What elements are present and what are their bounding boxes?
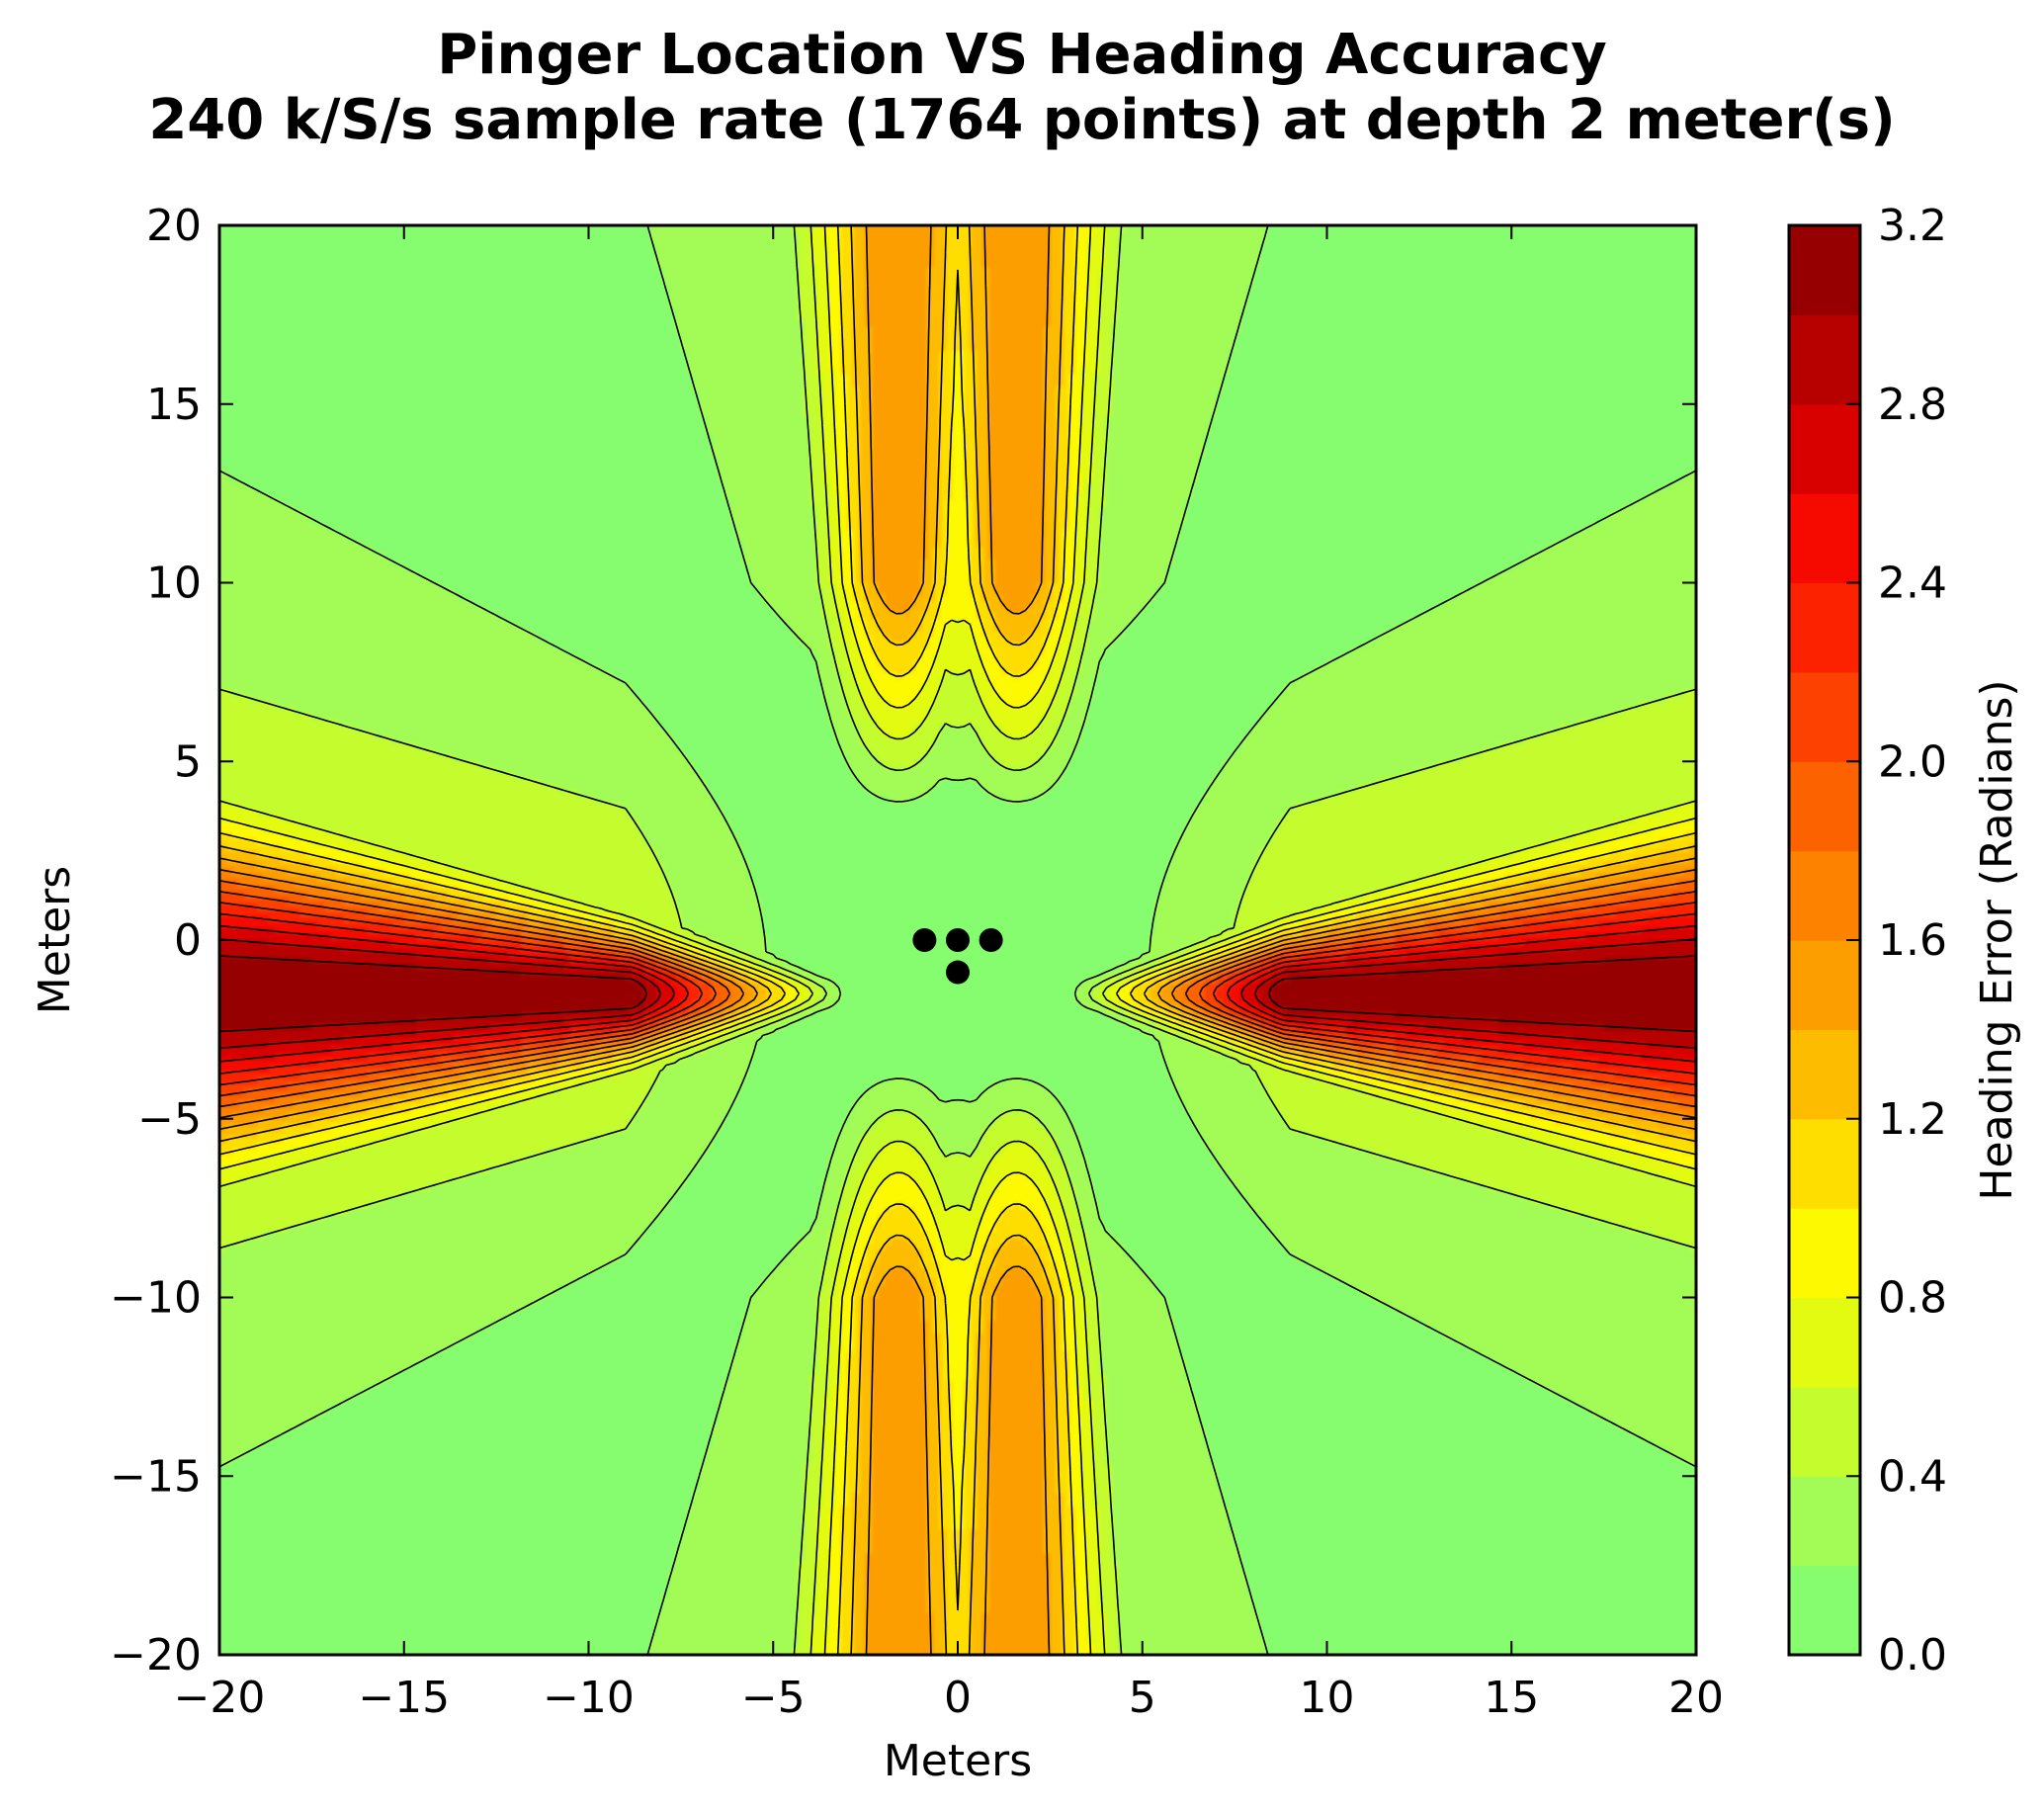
colorbar-band — [1789, 1208, 1860, 1299]
contour-line — [219, 225, 1696, 1655]
contour-line — [219, 225, 1696, 1655]
y-tick-label: −10 — [110, 1273, 202, 1324]
colorbar-tick-label: 0.0 — [1878, 1630, 1947, 1681]
colorbar-band — [1789, 1386, 1860, 1477]
colorbar-tick-label: 3.2 — [1878, 201, 1947, 251]
chart-title: Pinger Location VS Heading Accuracy — [437, 23, 1606, 87]
colorbar-tick-label: 0.8 — [1878, 1273, 1947, 1324]
hydrophone-marker — [979, 928, 1003, 952]
colorbar-band — [1789, 403, 1860, 494]
contour-line — [219, 891, 1696, 1097]
x-tick-label: −5 — [741, 1673, 806, 1723]
colorbar-band — [1789, 225, 1860, 315]
colorbar-tick-label: 0.4 — [1878, 1451, 1947, 1502]
x-tick-label: −15 — [358, 1673, 450, 1723]
colorbar-band — [1789, 493, 1860, 584]
colorbar-band — [1789, 940, 1860, 1030]
colorbar-tick-label: 1.6 — [1878, 915, 1947, 966]
colorbar-tick-label: 2.0 — [1878, 736, 1947, 787]
colorbar-band — [1789, 761, 1860, 852]
colorbar-band — [1789, 1297, 1860, 1388]
x-tick-label: 0 — [944, 1673, 972, 1723]
x-axis-label: Meters — [884, 1736, 1032, 1786]
contour-line — [219, 225, 1696, 1655]
y-tick-label: −5 — [137, 1094, 202, 1145]
contour-line — [219, 924, 1696, 1063]
contour-line — [219, 225, 1696, 1655]
y-tick-label: 20 — [146, 201, 202, 251]
contour-line — [219, 902, 1696, 1086]
y-tick-label: 5 — [174, 736, 202, 787]
contour-lines — [219, 225, 1696, 1655]
contour-line — [219, 225, 1696, 1655]
colorbar-tick-label: 2.4 — [1878, 559, 1947, 609]
colorbar-label: Heading Error (Radians) — [1972, 679, 2022, 1200]
colorbar-tick-label: 1.2 — [1878, 1094, 1947, 1145]
colorbar-band — [1789, 314, 1860, 405]
x-tick-label: 10 — [1300, 1673, 1355, 1723]
hydrophone-marker — [946, 960, 970, 985]
colorbar-band — [1789, 582, 1860, 673]
colorbar-frame — [1787, 223, 1862, 1657]
contour-line — [219, 955, 1696, 1033]
x-tick-label: 20 — [1668, 1673, 1724, 1723]
x-tick-label: −10 — [543, 1673, 635, 1723]
hydrophone-markers — [912, 928, 1003, 985]
contour-line — [219, 868, 1696, 1119]
colorbar-band — [1789, 671, 1860, 762]
colorbar-band — [1789, 850, 1860, 941]
hydrophone-marker — [946, 928, 970, 952]
contour-line — [219, 225, 1696, 1655]
y-tick-label: 15 — [146, 380, 202, 430]
x-tick-label: 15 — [1484, 1673, 1539, 1723]
y-tick-label: −15 — [110, 1451, 202, 1502]
x-tick-label: 5 — [1129, 1673, 1156, 1723]
chart-subtitle: 240 k/S/s sample rate (1764 points) at d… — [148, 88, 1895, 152]
x-tick-label: −20 — [174, 1673, 266, 1723]
y-axis-label: Meters — [30, 866, 80, 1014]
colorbar-tick-label: 2.8 — [1878, 380, 1947, 430]
colorbar-band — [1789, 1476, 1860, 1567]
contour-line — [219, 880, 1696, 1108]
y-tick-label: 0 — [174, 915, 202, 966]
x-axis-ticks: −20 −15 −10 −5 0 5 10 15 20 — [174, 225, 1724, 1723]
colorbar-ticks: 0.0 0.4 0.8 1.2 1.6 2.0 2.4 2.8 3.2 — [1846, 201, 1947, 1681]
y-tick-label: 10 — [146, 559, 202, 609]
colorbar — [1789, 225, 1860, 1656]
colorbar-band — [1789, 1029, 1860, 1120]
contour-line — [219, 225, 1696, 1655]
y-axis-ticks: −20 −15 −10 −5 0 5 10 15 20 — [110, 201, 1696, 1681]
y-tick-label: −20 — [110, 1630, 202, 1681]
contour-line — [219, 912, 1696, 1075]
colorbar-band — [1789, 1565, 1860, 1656]
colorbar-band — [1789, 1118, 1860, 1209]
hydrophone-marker — [912, 928, 937, 952]
